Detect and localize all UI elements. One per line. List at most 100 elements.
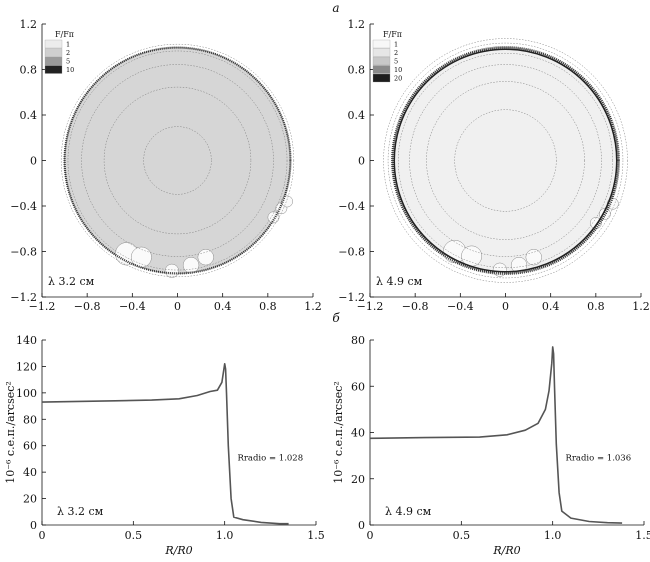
panel-label-a: a [332,1,339,15]
y-tick-label: 40 [351,427,365,440]
profile-chart-1: 0 0.5 1.0 1.5 0 20 40 60 80 100 120 140 λ 3.2 см Rrad… [4,334,325,557]
x-tick-label: 1.5 [307,529,325,542]
x-tick-label: −0.8 [74,300,101,313]
x-tick-label: 0.4 [542,300,560,313]
x-tick-label: 1.0 [544,529,562,542]
bright-region [510,256,528,274]
x-tick-label: −1.2 [29,300,56,313]
contour [397,52,614,269]
x-axis-label: R/R0 [492,544,520,557]
x-tick-label: 1.2 [632,300,650,313]
y-tick-label: 20 [23,493,37,506]
bright-region [164,263,179,278]
limb-rim [63,46,292,275]
bright-region [182,256,200,274]
y-tick-label: 80 [23,413,37,426]
x-tick-label: 0.5 [125,529,143,542]
legend-label: 20 [394,75,402,83]
contour [143,126,212,195]
x-tick-label: −0.4 [119,300,146,313]
legend-title: F/Fπ [383,30,402,39]
contour [60,43,295,278]
y-tick-label: 0 [30,155,37,168]
legend-label: 10 [66,66,74,74]
radial-profiles: 0 0.5 1.0 1.5 0 20 40 60 80 100 120 140 λ 3.2 см Rrad… [4,334,650,557]
y-tick-label: −0.8 [10,246,37,259]
legend-swatch [372,65,391,74]
y-tick-label: 0.4 [20,109,38,122]
y-tick-label: 0 [30,519,37,532]
legend-swatch [44,48,63,57]
y-tick-label: 0 [358,519,365,532]
y-tick-label: 80 [351,334,365,347]
panel-label-b: б [332,311,340,325]
contour [409,64,602,257]
contour [383,38,628,283]
y-tick-label: 140 [16,334,37,347]
y-tick-label: 60 [23,440,37,453]
limb-ring [393,48,618,273]
bright-region [130,246,152,268]
contour [103,86,252,235]
y-tick-label: −0.4 [338,200,365,213]
wavelength-label: λ 3.2 см [57,505,104,518]
wavelength-label: λ 4.9 см [385,505,432,518]
x-tick-label: −0.8 [402,300,429,313]
x-tick-label: −0.4 [447,300,474,313]
legend-swatch [44,56,63,66]
limb-rim [391,46,620,275]
legend-label: 1 [394,41,398,49]
y-tick-label: 20 [351,473,365,486]
legend-swatch [372,48,391,57]
legend-label: 2 [66,49,70,57]
wavelength-label: λ 3.2 см [48,275,95,288]
contour [454,109,557,212]
y-tick-label: 0.8 [20,64,38,77]
y-tick-label: −0.8 [338,246,365,259]
profile-chart-2: 0 0.5 1.0 1.5 0 20 40 60 80 λ 4.9 см Rradio = 1.03… [332,334,650,557]
x-tick-label: −1.2 [357,300,384,313]
x-tick-label: 0 [502,300,509,313]
x-tick-label: 0 [174,300,181,313]
profile-line [41,362,289,525]
y-axis-label: 10⁻⁶ с.е.п./arcsec² [4,381,17,484]
y-tick-label: 120 [16,360,37,373]
x-tick-label: 0 [39,529,46,542]
bright-region [197,249,214,266]
legend-label: 5 [394,58,398,66]
profile-line [369,346,623,524]
legend-title: F/Fπ [55,30,74,39]
legend-swatch [44,65,63,74]
wavelength-label: λ 4.9 см [376,275,423,288]
x-tick-label: 0.4 [214,300,232,313]
y-tick-label: 40 [23,466,37,479]
y-tick-label: 100 [16,387,37,400]
x-tick-label: 1.2 [304,300,322,313]
radio-radius-label: Rradio = 1.028 [237,453,303,463]
contour [81,64,274,257]
disk-map-1: −1.2 −0.8 −0.4 0 0.4 0.8 1.2 1.2 0.8 0.4 0 −0.4 −0.8… [10,18,321,313]
x-tick-label: 1.0 [216,529,234,542]
disk-maps: −1.2 −0.8 −0.4 0 0.4 0.8 1.2 1.2 0.8 0.4 0 −0.4 −0.8… [10,18,649,313]
y-tick-label: −0.4 [10,200,37,213]
legend-swatch [372,39,391,49]
y-tick-label: −1.2 [10,291,37,304]
y-tick-label: 1.2 [20,18,38,31]
disk-map-2: −1.2 −0.8 −0.4 0 0.4 0.8 1.2 1.2 0.8 0.4 0 −0.4 −0.8… [338,18,649,313]
legend-swatch [372,73,391,83]
contour [387,42,624,279]
contour [426,81,585,240]
contour [67,50,288,271]
y-axis-label: 10⁻⁶ с.е.п./arcsec² [332,381,345,484]
radio-radius-label: Rradio = 1.036 [565,453,631,463]
x-tick-label: 1.5 [635,529,650,542]
y-tick-label: 0.8 [348,64,366,77]
legend-label: 1 [66,41,70,49]
bright-region [525,249,542,266]
legend-swatch [372,56,391,66]
x-tick-label: 0 [367,529,374,542]
x-tick-label: 0.8 [587,300,605,313]
x-axis-label: R/R0 [164,544,192,557]
x-tick-label: 0.5 [453,529,471,542]
